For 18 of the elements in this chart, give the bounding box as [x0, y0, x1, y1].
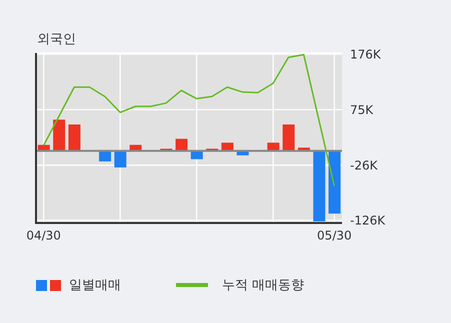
line-series [42, 54, 336, 187]
y-tick-label: 176K [350, 47, 382, 62]
bar [114, 150, 126, 168]
y-tick-label: 75K [350, 102, 374, 117]
y-tick-label: -26K [350, 158, 379, 172]
x-tick-label: 04/30 [26, 228, 61, 243]
y-tick-label: -126K [350, 214, 386, 228]
bar [176, 138, 188, 151]
bar [282, 124, 295, 151]
legend-label: 누적 매매동향 [222, 277, 304, 294]
bar [68, 124, 80, 151]
bar [53, 120, 66, 151]
bar [313, 150, 326, 222]
bar [328, 150, 341, 214]
legend-label: 일별매매 [69, 277, 121, 294]
chart-title: 외국인 [37, 31, 76, 48]
x-tick-label: 05/30 [317, 228, 352, 243]
bar [99, 150, 112, 162]
